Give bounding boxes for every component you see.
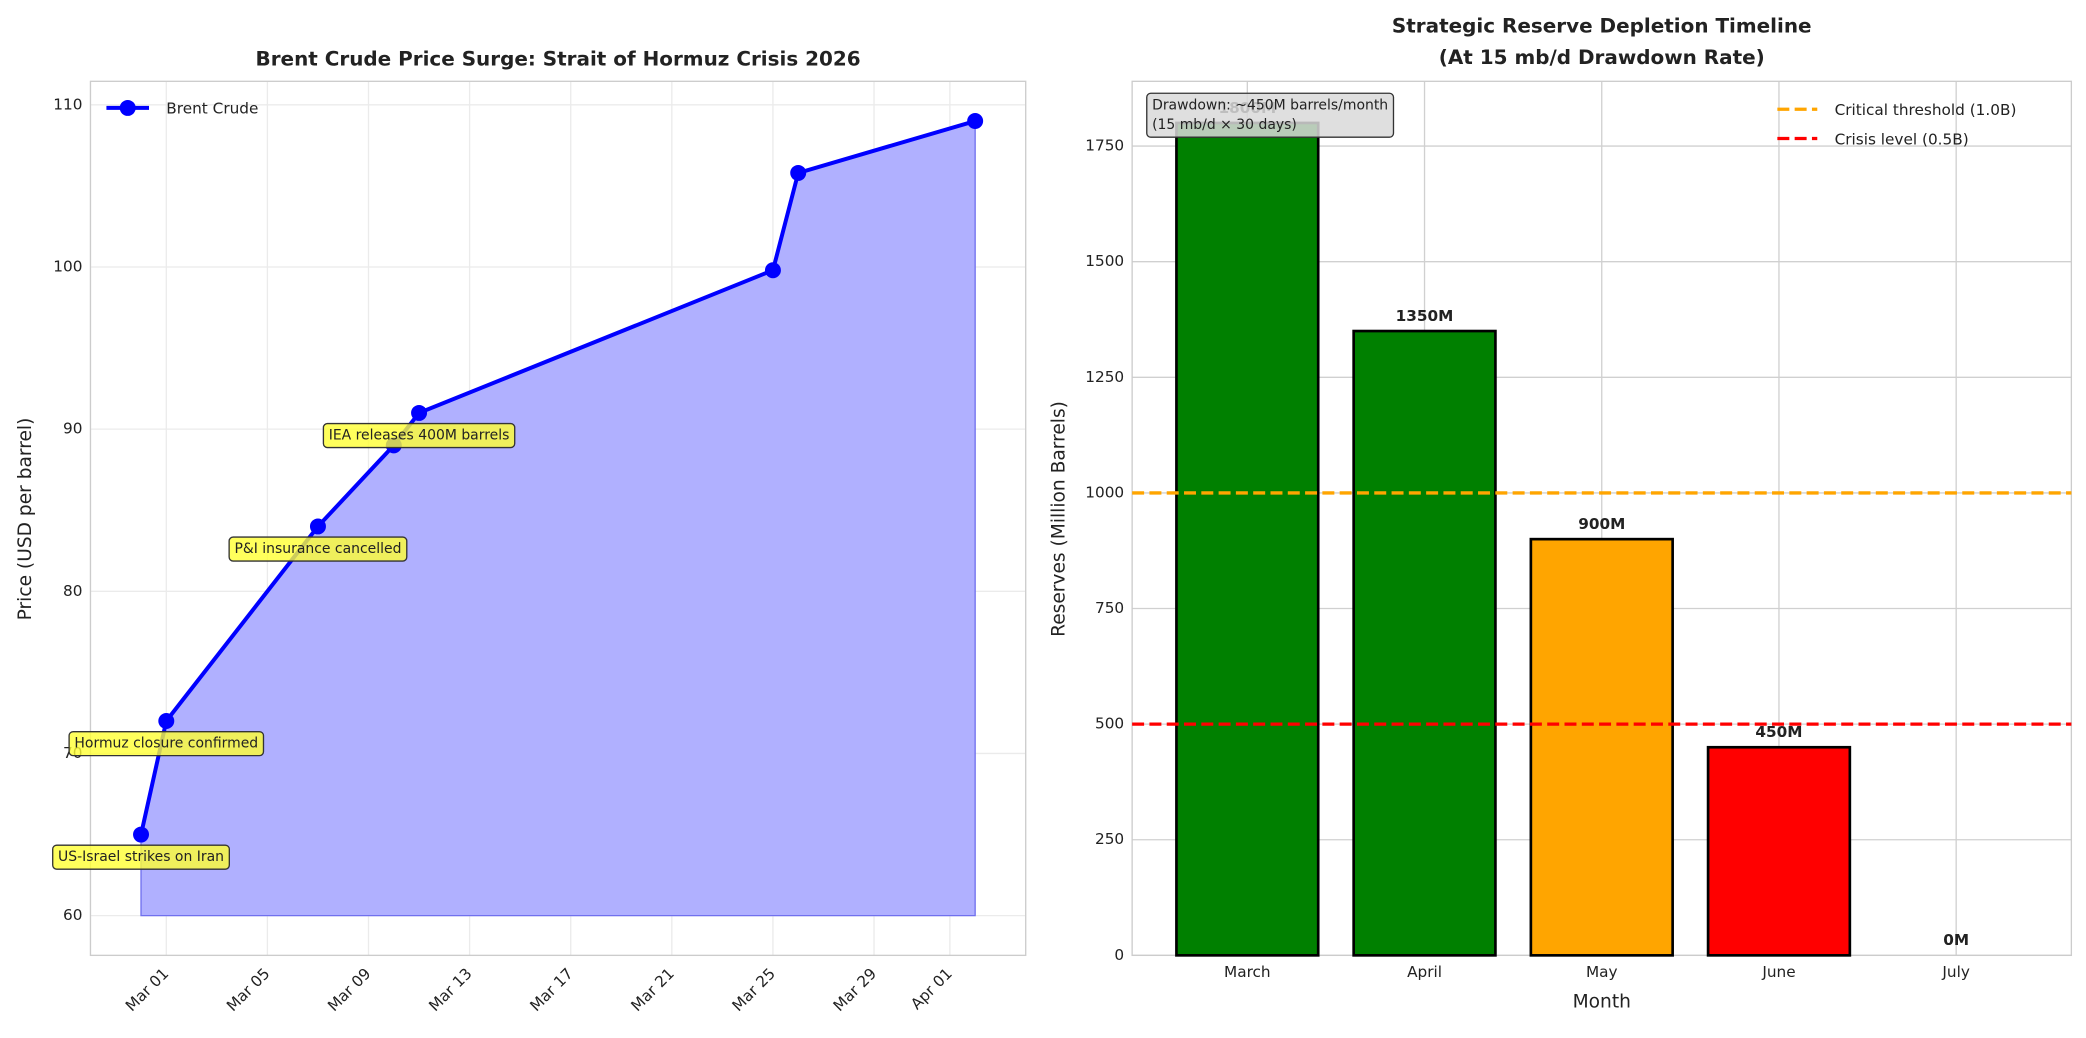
legend-label: Crisis level (0.5B) [1835,130,1969,148]
value-label: 0M [1943,931,1969,949]
note-text: (15 mb/d × 30 days) [1152,117,1297,133]
annotation-text: P&I insurance cancelled [234,541,401,557]
y-tick-label: 750 [1095,599,1124,617]
point [309,518,326,535]
annotation-text: Hormuz closure confirmed [74,736,258,752]
legend-label: Brent Crude [166,100,258,118]
annotation-box [228,536,408,562]
y-tick-label: 90 [63,420,82,438]
y-tick-label: 1500 [1085,252,1124,270]
y-tick-label: 0 [1114,946,1124,964]
bar [1175,121,1320,957]
y-tick-label: 80 [63,582,82,600]
y-tick-label: 1000 [1085,483,1124,501]
value-label: 1350M [1396,307,1454,325]
value-label: 450M [1755,723,1802,741]
x-tick-label: June [1761,963,1795,981]
annotation: IEA releases 400M barrels [322,422,516,449]
note-box [1146,92,1395,138]
y-tick-label: 500 [1095,715,1124,733]
legend-label: Critical threshold (1.0B) [1835,101,2017,119]
annotation-text: IEA releases 400M barrels [329,428,510,444]
y-axis-label: Price (USD per barrel) [15,418,36,621]
legend-marker [119,99,136,116]
x-tick-label: July [1941,963,1969,981]
bar [1529,537,1674,957]
point [967,113,984,130]
y-tick-label: 250 [1095,830,1124,848]
point [158,713,175,730]
y-tick-label: 110 [53,95,82,113]
point [411,404,428,421]
annotation-box [68,730,265,757]
point [133,826,149,843]
annotation-box [52,844,230,870]
note: Drawdown: ~450M barrels/month (15 mb/d × … [1146,92,1395,138]
x-tick-label: March [1224,963,1271,981]
chart-title: Strategic Reserve Depletion Timeline [1392,13,1812,37]
point [790,164,807,181]
bar [1352,329,1497,957]
annotation: US-Israel strikes on Iran [52,844,230,870]
note-text: Drawdown: ~450M barrels/month [1152,97,1388,113]
chart-title: Brent Crude Price Surge: Strait of Hormu… [256,47,861,71]
x-tick-label: April [1407,963,1442,981]
chart-subtitle: (At 15 mb/d Drawdown Rate) [1439,45,1765,69]
y-tick-label: 1250 [1085,368,1124,386]
y-axis-label: Reserves (Million Barrels) [1048,401,1069,637]
annotation-text: US-Israel strikes on Iran [58,849,224,865]
x-tick-label: May [1586,963,1618,981]
point [764,262,781,279]
bar [1706,745,1852,957]
annotation-box [322,422,516,449]
annotation: Hormuz closure confirmed [68,730,265,757]
y-tick-label: 60 [63,906,82,924]
y-tick-label: 1750 [1085,137,1124,155]
plot-frame [89,80,1027,957]
x-axis-label: Month [1573,991,1631,1012]
y-tick-label: 100 [53,257,82,275]
annotation: P&I insurance cancelled [228,536,408,562]
value-label: 900M [1578,515,1625,533]
